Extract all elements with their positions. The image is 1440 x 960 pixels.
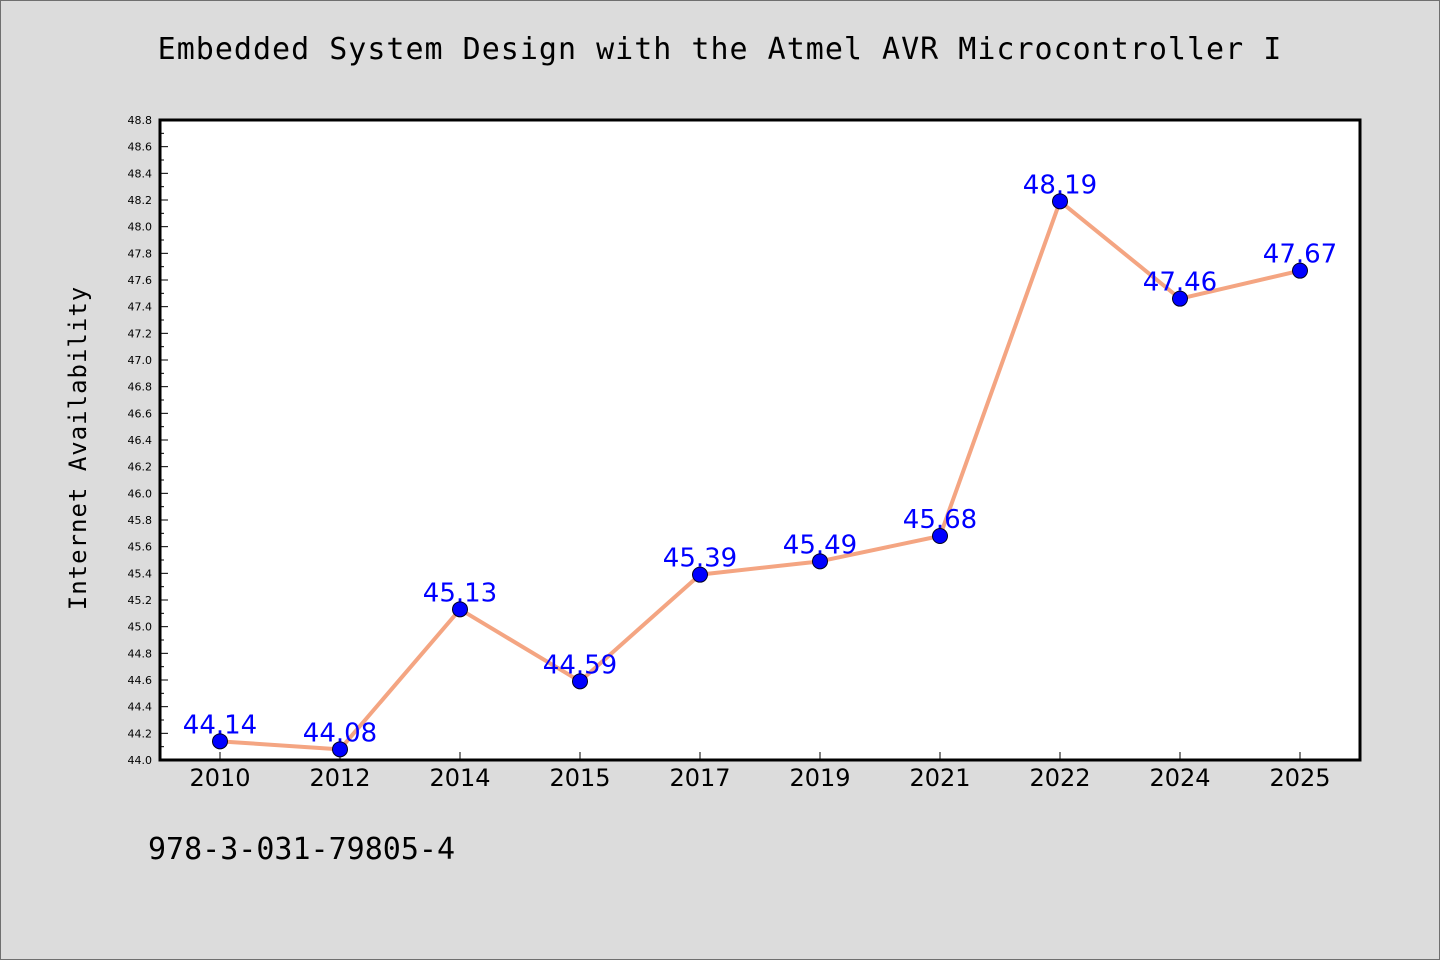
y-tick-label: 48.8 <box>128 114 153 127</box>
data-point <box>1292 262 1308 279</box>
y-tick-label: 46.4 <box>128 434 153 447</box>
data-point <box>1052 193 1068 210</box>
data-label: 44.59 <box>543 650 617 680</box>
x-tick-label: 2017 <box>669 764 730 792</box>
y-tick-label: 47.4 <box>128 301 153 314</box>
data-label: 44.08 <box>303 718 377 748</box>
data-label: 44.14 <box>183 710 257 740</box>
y-tick-label: 45.6 <box>128 541 153 554</box>
plot-area <box>160 120 1360 760</box>
data-point <box>572 673 588 690</box>
y-tick-label: 47.8 <box>128 247 153 260</box>
y-tick-label: 48.6 <box>128 141 153 154</box>
x-tick-label: 2015 <box>549 764 610 792</box>
plot-border <box>158 118 1362 762</box>
data-point <box>1172 290 1188 307</box>
chart-title: Embedded System Design with the Atmel AV… <box>157 32 1283 67</box>
y-tick-label: 46.2 <box>128 461 153 474</box>
data-label: 47.67 <box>1263 240 1337 270</box>
y-tick-label: 44.0 <box>128 754 153 767</box>
data-point <box>332 741 348 758</box>
data-point <box>812 553 828 570</box>
data-label: 45.49 <box>783 530 857 560</box>
x-tick-label: 2024 <box>1149 764 1210 792</box>
data-label: 45.13 <box>423 578 497 608</box>
y-tick-label: 44.8 <box>128 647 153 660</box>
data-label: 48.19 <box>1023 170 1097 200</box>
data-point <box>692 566 708 583</box>
y-tick-label: 48.4 <box>128 167 153 180</box>
data-point <box>212 733 228 750</box>
y-tick-label: 45.0 <box>128 621 153 634</box>
x-tick-label: 2025 <box>1269 764 1330 792</box>
y-tick-label: 46.0 <box>128 487 153 500</box>
isbn-text: 978-3-031-79805-4 <box>148 832 456 867</box>
x-tick-label: 2014 <box>429 764 490 792</box>
series-line <box>218 199 1302 752</box>
data-label: 45.39 <box>663 544 737 574</box>
y-tick-label: 46.8 <box>128 381 153 394</box>
y-tick-label: 45.4 <box>128 567 153 580</box>
y-tick-label: 44.4 <box>128 701 153 714</box>
y-tick-label: 44.6 <box>128 674 153 687</box>
x-tick-label: 2021 <box>909 764 970 792</box>
y-tick-label: 47.0 <box>128 354 153 367</box>
y-tick-label: 46.6 <box>128 407 153 420</box>
data-label: 45.68 <box>903 505 977 535</box>
x-tick-label: 2010 <box>189 764 250 792</box>
data-point <box>932 528 948 544</box>
y-tick-label: 47.2 <box>128 327 153 340</box>
y-tick-label: 47.6 <box>128 274 153 287</box>
data-label: 47.46 <box>1143 268 1217 298</box>
x-tick-label: 2019 <box>789 764 850 792</box>
y-tick-label: 45.8 <box>128 514 153 527</box>
x-tick-label: 2012 <box>309 764 370 792</box>
y-tick-label: 44.2 <box>128 727 153 740</box>
y-tick-label: 45.2 <box>128 594 153 607</box>
y-tick-label: 48.0 <box>128 221 153 234</box>
data-point <box>452 601 468 618</box>
x-tick-label: 2022 <box>1029 764 1090 792</box>
y-tick-label: 48.2 <box>128 194 153 207</box>
